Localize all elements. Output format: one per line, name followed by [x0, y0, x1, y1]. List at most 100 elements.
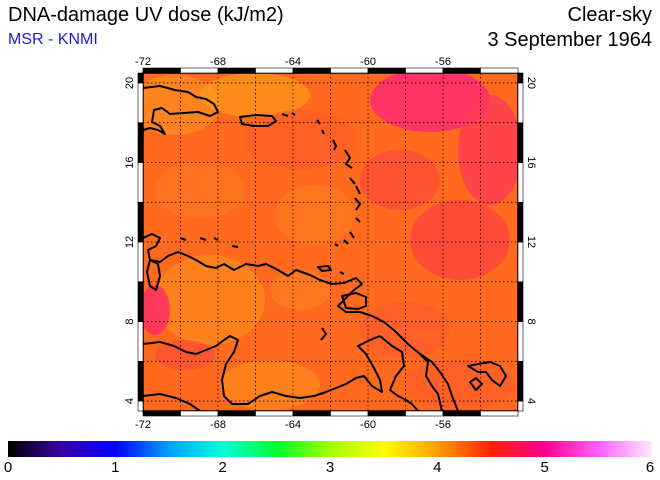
- border-bar-bottom: [367, 410, 406, 417]
- sky-condition: Clear-sky: [567, 4, 652, 26]
- coastlines: [143, 85, 507, 411]
- lat-tick-label-left: 12: [124, 236, 136, 248]
- coast-lesser-antilles: [316, 119, 361, 247]
- border-bar-top: [180, 67, 219, 74]
- border-bar-right: [517, 321, 524, 362]
- uv-patch: [270, 270, 330, 310]
- grid-lines: [143, 73, 518, 411]
- coast-margarita: [317, 265, 332, 272]
- uv-field: [143, 73, 518, 411]
- colorbar-tick-label: 3: [325, 459, 335, 476]
- uv-patch: [245, 110, 355, 170]
- uv-patch: [155, 255, 265, 345]
- border-bar-bottom: [292, 410, 331, 417]
- colorbar-tick-label: 6: [645, 459, 655, 476]
- lon-tick-label-top: -60: [360, 56, 376, 68]
- lon-tick-label-top: -68: [210, 56, 226, 68]
- border-bar-left: [137, 400, 144, 412]
- uv-patch: [410, 200, 510, 280]
- border-bar-left: [137, 122, 144, 163]
- uv-patch: [143, 75, 220, 135]
- lon-tick-label-bottom: -56: [435, 419, 451, 431]
- coast-small-islands: [231, 245, 345, 341]
- map-border-bars: [137, 67, 524, 417]
- border-bar-bottom: [480, 410, 519, 417]
- uv-patch: [275, 185, 355, 245]
- uv-patch: [360, 302, 450, 358]
- border-bar-top: [292, 67, 331, 74]
- lon-tick-label-top: -72: [135, 56, 151, 68]
- border-south: [143, 393, 201, 411]
- uv-patch: [458, 95, 518, 205]
- border-bar-right: [517, 201, 524, 243]
- map-date: 3 September 1964: [487, 29, 652, 51]
- border-bar-top: [142, 67, 181, 74]
- lat-tick-label-right: 4: [525, 398, 537, 404]
- border-bar-bottom: [217, 410, 256, 417]
- colorbar-tick-label: 0: [3, 459, 13, 476]
- border-bar-top: [405, 67, 444, 74]
- colorbar-tick-label: 4: [433, 459, 442, 476]
- border-bar-right: [517, 72, 524, 84]
- border-bar-top: [442, 67, 481, 74]
- coast-virgin-islands: [281, 112, 296, 117]
- lat-tick-label-right: 20: [525, 77, 537, 89]
- lat-tick-label-right: 12: [525, 236, 537, 248]
- border-bar-left: [137, 360, 144, 402]
- border-bar-right: [517, 281, 524, 322]
- border-bar-top: [330, 67, 369, 74]
- border-bar-left: [137, 162, 144, 203]
- lat-tick-label-right: 8: [525, 318, 537, 324]
- uv-patch: [220, 360, 320, 410]
- coast-lake: [469, 377, 483, 391]
- lon-tick-label-bottom: -64: [285, 419, 301, 431]
- coast-south-america: [143, 233, 459, 411]
- border-bar-bottom: [180, 410, 219, 417]
- border-bar-left: [137, 241, 144, 283]
- colorbar: [8, 441, 652, 457]
- lat-tick-label-right: 16: [525, 156, 537, 168]
- source-label: MSR - KNMI: [8, 31, 98, 48]
- uv-patch: [155, 162, 245, 218]
- border-bar-right: [517, 241, 524, 283]
- lon-tick-label-bottom: -60: [360, 419, 376, 431]
- coast-abc-islands: [179, 237, 219, 241]
- lon-tick-label-top: -56: [435, 56, 451, 68]
- coast-puerto-rico: [239, 114, 277, 127]
- border-bar-bottom: [255, 410, 294, 417]
- border-bar-bottom: [442, 410, 481, 417]
- uv-patch: [360, 150, 440, 210]
- lat-tick-label-left: 20: [124, 77, 136, 89]
- border-bar-top: [480, 67, 519, 74]
- coast-trinidad: [341, 292, 367, 310]
- lat-tick-label-left: 8: [124, 318, 136, 324]
- border-bar-right: [517, 122, 524, 163]
- uv-patch: [155, 340, 215, 370]
- map-title: DNA-damage UV dose (kJ/m2): [8, 4, 284, 26]
- border-bar-right: [517, 400, 524, 412]
- border-bar-top: [255, 67, 294, 74]
- border-bar-bottom: [405, 410, 444, 417]
- uv-patch: [143, 285, 170, 335]
- border-bar-left: [137, 281, 144, 322]
- coast-hispaniola: [143, 85, 219, 135]
- coast-lake-maracaibo: [146, 259, 161, 291]
- lon-tick-label-bottom: -72: [135, 419, 151, 431]
- lon-tick-label-bottom: -68: [210, 419, 226, 431]
- uv-patch: [370, 73, 490, 132]
- lat-tick-label-left: 16: [124, 156, 136, 168]
- border-bar-left: [137, 72, 144, 84]
- colorbar-tick-label: 5: [540, 459, 549, 476]
- border-bar-left: [137, 321, 144, 362]
- border-venezuela-colombia-brazil: [143, 335, 383, 405]
- lat-tick-label-left: 4: [124, 398, 136, 404]
- border-bar-bottom: [330, 410, 369, 417]
- border-bar-right: [517, 82, 524, 124]
- border-bar-left: [137, 82, 144, 124]
- lon-tick-label-top: -64: [285, 56, 301, 68]
- colorbar-tick-label: 1: [111, 459, 120, 476]
- border-bar-right: [517, 162, 524, 203]
- border-suriname: [419, 353, 443, 411]
- border-bar-left: [137, 201, 144, 243]
